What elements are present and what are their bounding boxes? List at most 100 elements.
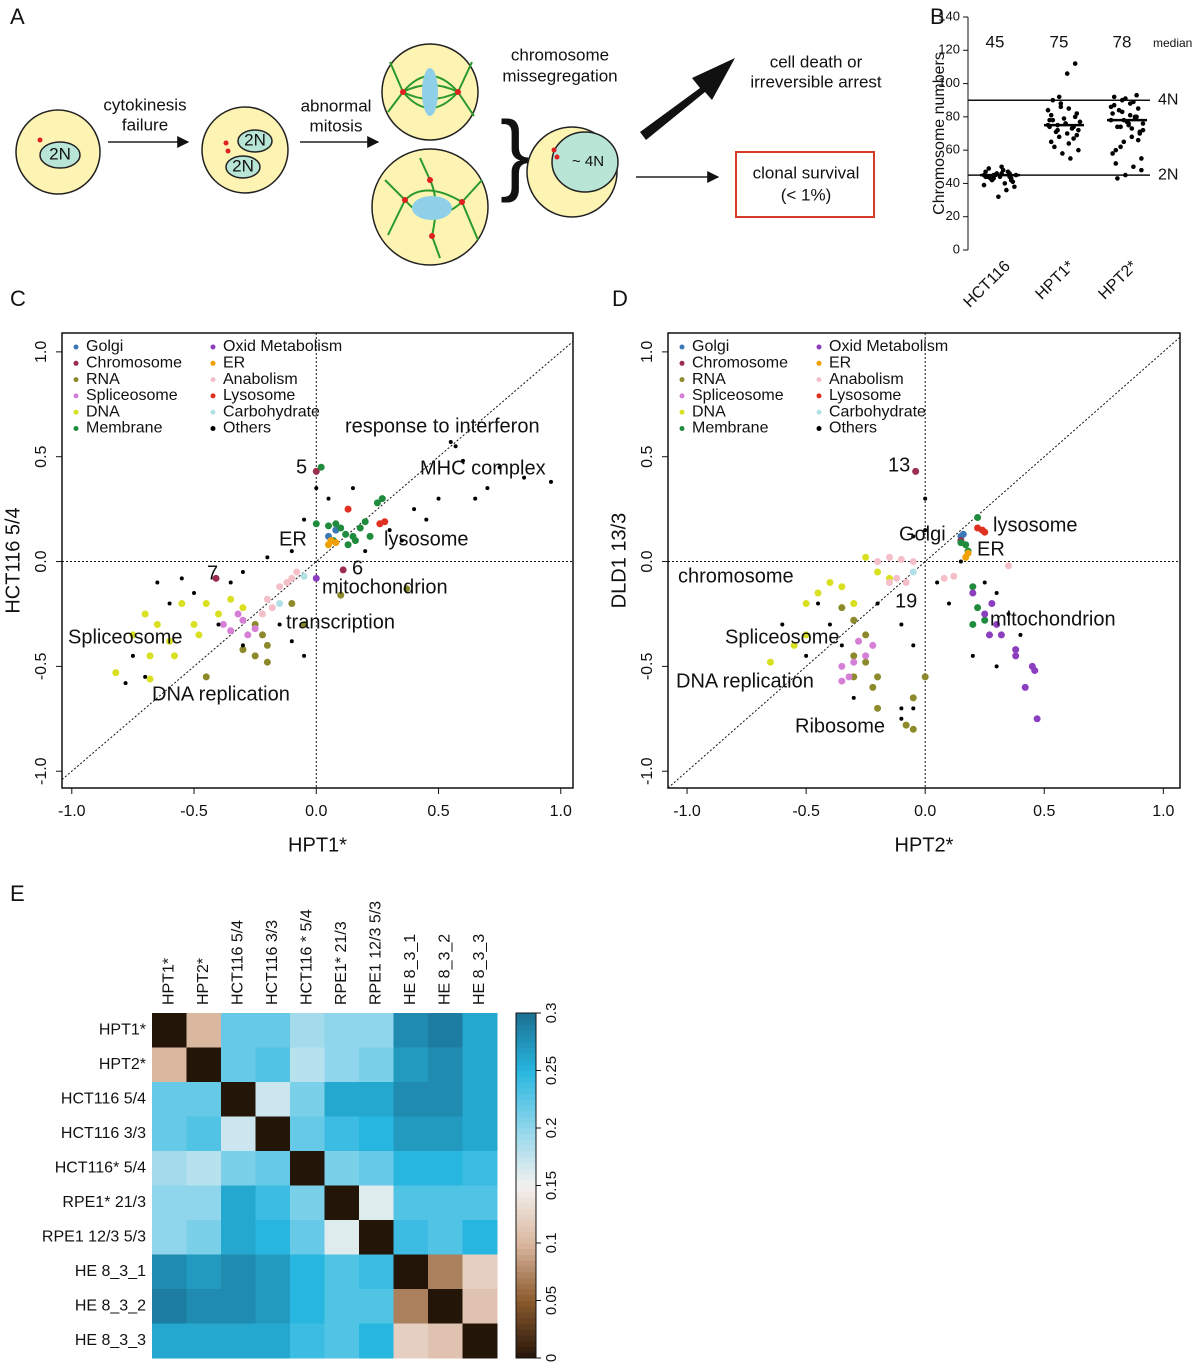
legend-marker bbox=[679, 409, 685, 415]
heatmap-cell bbox=[290, 1013, 325, 1048]
heatmap-cell bbox=[393, 1116, 429, 1152]
data-point bbox=[994, 664, 999, 669]
row-label: HCT116* 5/4 bbox=[55, 1159, 146, 1176]
data-point bbox=[838, 677, 846, 685]
data-point bbox=[453, 444, 458, 449]
heatmap-cell bbox=[152, 1013, 187, 1048]
data-point bbox=[1006, 611, 1011, 616]
data-point bbox=[263, 658, 271, 666]
data-point bbox=[970, 653, 975, 658]
data-point bbox=[988, 599, 996, 607]
heatmap-cell bbox=[255, 1116, 291, 1152]
chromosomes bbox=[422, 68, 438, 116]
data-point bbox=[202, 673, 210, 681]
data-point bbox=[170, 652, 178, 660]
heatmap-cell bbox=[462, 1116, 498, 1152]
annotation: ER bbox=[977, 538, 1005, 560]
colorbar-segment bbox=[516, 1231, 536, 1238]
colorbar-tick-label: 0.15 bbox=[543, 1171, 560, 1200]
heatmap-cell bbox=[221, 1151, 256, 1186]
data-point bbox=[850, 652, 858, 660]
diagram-labels: 2N 2N 2N ~ 4N cytokinesis failure abnorm… bbox=[49, 45, 882, 204]
data-point bbox=[300, 620, 308, 628]
data-point bbox=[548, 479, 553, 484]
heatmap-cell bbox=[221, 1185, 256, 1221]
data-point bbox=[826, 579, 834, 587]
data-point bbox=[869, 683, 877, 691]
colorbar-segment bbox=[516, 1105, 536, 1112]
heatmap-cell bbox=[393, 1220, 429, 1255]
colorbar-segment bbox=[516, 1202, 536, 1209]
x-tick-label: -1.0 bbox=[673, 803, 701, 820]
column-label: HCT116 * 5/4 bbox=[298, 909, 315, 1005]
heatmap-cell bbox=[428, 1047, 463, 1083]
data-point bbox=[350, 486, 355, 491]
legend-label: Lysosome bbox=[829, 387, 901, 404]
heatmap-cell bbox=[359, 1116, 394, 1152]
data-point bbox=[850, 599, 858, 607]
colorbar-segment bbox=[516, 1116, 536, 1123]
colorbar-segment bbox=[516, 1070, 536, 1077]
annotation: 7 bbox=[207, 562, 218, 584]
data-point bbox=[1053, 129, 1059, 135]
heatmap-cell bbox=[428, 1116, 463, 1152]
colorbar-segment bbox=[516, 1185, 536, 1192]
heatmap-cell bbox=[393, 1323, 429, 1359]
data-point bbox=[153, 620, 161, 628]
heatmap-cell bbox=[290, 1323, 325, 1359]
colorbar-segment bbox=[516, 1053, 536, 1060]
data-point bbox=[1131, 99, 1136, 105]
colorbar-segment bbox=[516, 1271, 536, 1278]
data-point bbox=[1012, 184, 1017, 190]
data-point bbox=[981, 528, 989, 536]
y-tick-label: -0.5 bbox=[33, 653, 50, 681]
y-tick-label: 20 bbox=[946, 208, 960, 223]
data-point bbox=[1064, 71, 1070, 76]
data-point bbox=[1072, 61, 1078, 66]
data-point bbox=[1131, 164, 1136, 170]
data-point bbox=[167, 601, 172, 606]
data-point bbox=[1033, 715, 1041, 723]
row-label: RPE1 12/3 5/3 bbox=[42, 1228, 146, 1245]
annotation: Spliceosome bbox=[68, 626, 183, 648]
data-point bbox=[325, 522, 333, 530]
reference-label: 4N bbox=[1158, 91, 1178, 108]
heatmap-cell bbox=[152, 1323, 187, 1359]
centrosome bbox=[551, 147, 557, 153]
data-point bbox=[1129, 126, 1135, 131]
data-point bbox=[982, 580, 987, 585]
data-point bbox=[381, 518, 389, 526]
data-point bbox=[403, 585, 411, 593]
data-point bbox=[1126, 122, 1131, 128]
data-point bbox=[227, 595, 235, 603]
heatmap-cell bbox=[428, 1323, 463, 1359]
column-label: HE 8_3_3 bbox=[471, 934, 488, 1005]
heatmap-cell bbox=[290, 1289, 325, 1324]
data-point bbox=[1115, 124, 1120, 130]
data-point bbox=[911, 534, 916, 539]
data-point bbox=[337, 591, 345, 599]
legend-marker bbox=[210, 393, 216, 399]
data-point bbox=[332, 539, 340, 547]
legend-label: ER bbox=[829, 355, 851, 372]
data-point bbox=[969, 583, 977, 591]
data-point bbox=[862, 553, 870, 561]
heatmap-cell bbox=[255, 1289, 291, 1324]
heatmap-cell bbox=[462, 1082, 498, 1117]
data-point bbox=[143, 674, 148, 679]
legend-marker bbox=[210, 377, 216, 383]
data-point bbox=[263, 641, 271, 649]
data-point bbox=[1129, 134, 1135, 140]
colorbar-segment bbox=[516, 1312, 536, 1319]
heatmap-cell bbox=[221, 1047, 256, 1083]
data-point bbox=[1047, 117, 1052, 123]
colorbar-segment bbox=[516, 1024, 536, 1031]
legend-marker bbox=[816, 426, 822, 431]
data-point bbox=[959, 530, 967, 538]
colorbar-segment bbox=[516, 1260, 536, 1267]
data-point bbox=[993, 620, 1001, 628]
data-point bbox=[276, 583, 284, 591]
legend-label: Carbohydrate bbox=[223, 403, 320, 420]
step-label: chromosome bbox=[511, 45, 609, 64]
